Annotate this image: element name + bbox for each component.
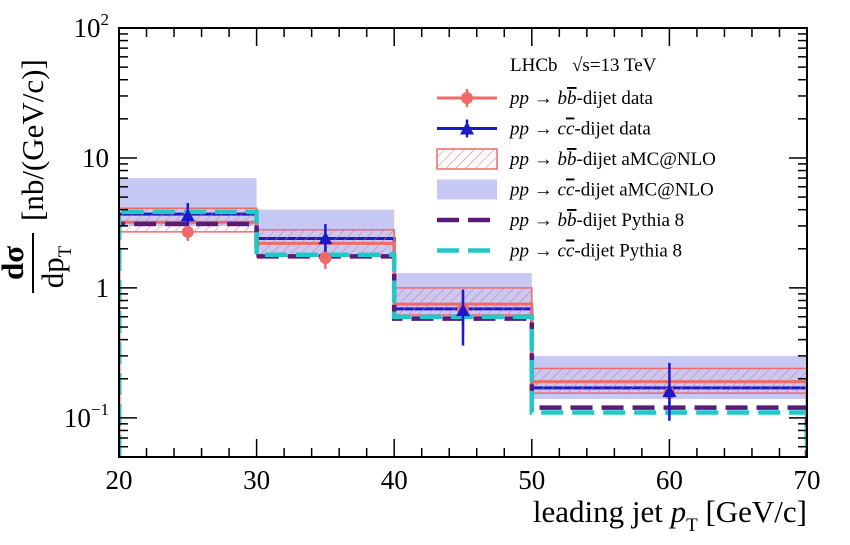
- legend-label: pp → bb-dijet data: [508, 88, 654, 109]
- data-point-cc: [318, 231, 333, 245]
- legend-label: pp → bb-dijet Pythia 8: [508, 210, 684, 231]
- y-tick-label: 1: [96, 273, 110, 303]
- x-axis-title: leading jet pT [GeV/c]: [533, 494, 807, 536]
- x-tick-label: 40: [381, 465, 408, 495]
- tick-labels: 20 30 40 50 60 70 102 10 1 10−1: [64, 10, 821, 495]
- x-tick-label: 60: [656, 465, 683, 495]
- data-point-cc: [662, 384, 677, 397]
- y-tick-label: 10−1: [64, 400, 109, 433]
- annotation-energy: √s=13 TeV: [572, 55, 657, 76]
- legend-marker-triangle: [460, 121, 474, 135]
- y-axis-title: dσ dpT [nb/(GeV/c)]: [0, 59, 76, 293]
- legend-label: pp → cc-dijet Pythia 8: [508, 241, 682, 262]
- x-tick-label: 30: [243, 465, 270, 495]
- legend-label: pp → cc-dijet data: [508, 119, 651, 140]
- x-axis-title-text: leading jet: [533, 494, 663, 529]
- x-axis-title-var: p: [669, 494, 687, 529]
- legend-label: pp → bb-dijet aMC@NLO: [508, 149, 716, 170]
- x-axis-title-unit: [GeV/c]: [705, 494, 807, 529]
- x-tick-label: 70: [794, 465, 821, 495]
- y-axis-title-unit: [nb/(GeV/c)]: [15, 59, 50, 221]
- data-point-cc: [456, 303, 470, 317]
- data-point-cc: [180, 208, 195, 222]
- data-point-bb: [181, 225, 194, 238]
- legend-marker-circle: [461, 92, 473, 104]
- x-axis-title-sub: T: [686, 515, 698, 536]
- legend-label: pp → cc-dijet aMC@NLO: [508, 180, 714, 201]
- x-tick-label: 50: [518, 465, 545, 495]
- legend-swatch-filled: [437, 179, 497, 200]
- axes: [118, 27, 808, 458]
- y-axis-title-denominator: dpT: [35, 245, 76, 288]
- plot-frame: [118, 27, 808, 458]
- annotation-experiment: LHCb: [510, 55, 558, 76]
- y-tick-label: 10: [82, 143, 109, 173]
- y-axis-title-numerator: dσ: [0, 246, 30, 280]
- data-points: [180, 203, 677, 421]
- legend-swatch-hatched: [436, 148, 498, 170]
- data-point-bb: [319, 251, 332, 264]
- x-tick-label: 20: [106, 465, 133, 495]
- legend: pp → bb-dijet data pp → cc-dijet data pp →…: [436, 88, 716, 262]
- y-tick-label: 102: [74, 10, 110, 43]
